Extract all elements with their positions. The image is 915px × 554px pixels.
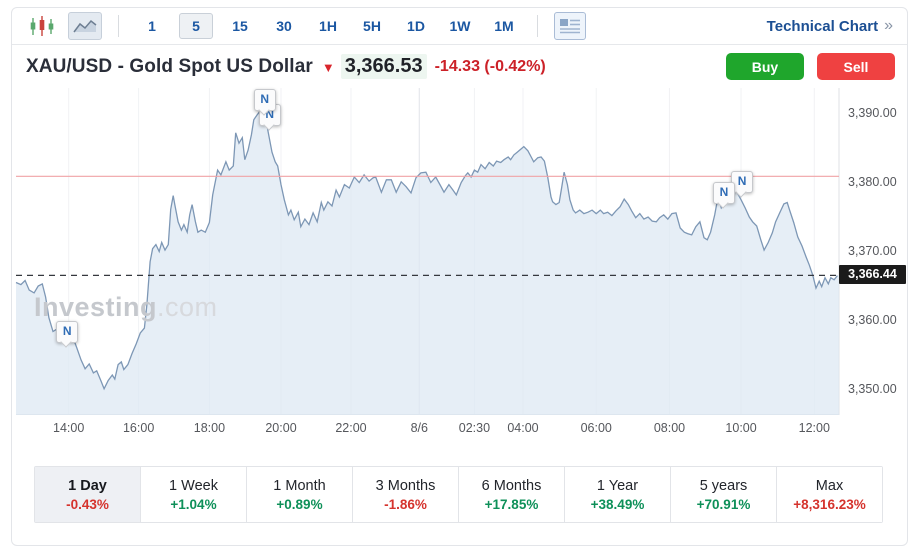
toolbar-divider — [118, 15, 119, 37]
interval-30[interactable]: 30 — [276, 18, 292, 34]
x-axis-label: 16:00 — [122, 421, 155, 435]
area-chart-plot[interactable] — [12, 88, 907, 415]
double-chevron-right-icon: » — [884, 17, 893, 34]
period-tab-6-months[interactable]: 6 Months +17.85% — [458, 467, 564, 522]
x-axis-label: 10:00 — [725, 421, 757, 435]
interval-1h[interactable]: 1H — [319, 18, 337, 34]
x-axis-label: 8/6 — [410, 421, 428, 435]
x-axis-label: 20:00 — [265, 421, 297, 435]
period-tab-5-years[interactable]: 5 years +70.91% — [670, 467, 776, 522]
period-tab-max[interactable]: Max +8,316.23% — [776, 467, 882, 522]
sell-button[interactable]: Sell — [817, 53, 895, 80]
period-tabs: 1 Day -0.43% 1 Week +1.04% 1 Month +0.89… — [34, 466, 883, 523]
buy-button[interactable]: Buy — [726, 53, 804, 80]
last-price: 3,366.53 — [340, 54, 427, 79]
period-tab-1-year[interactable]: 1 Year +38.49% — [564, 467, 670, 522]
technical-chart-label: Technical Chart — [766, 17, 879, 35]
interval-5h[interactable]: 5H — [363, 18, 381, 34]
period-tab-3-months[interactable]: 3 Months -1.86% — [352, 467, 458, 522]
news-marker[interactable]: N — [712, 182, 735, 205]
x-axis-label: 06:00 — [580, 421, 612, 435]
candlestick-chart-icon[interactable] — [26, 13, 58, 39]
x-axis-label: 12:00 — [798, 421, 830, 435]
area-chart-icon[interactable] — [68, 12, 102, 40]
last-price-axis-badge: 3,366.44 — [839, 265, 906, 285]
x-axis-label: 02:30 — [458, 421, 491, 435]
y-axis-label: 3,390.00 — [848, 105, 897, 120]
x-axis-label: 04:00 — [507, 421, 539, 435]
price-change: -14.33 (-0.42%) — [434, 57, 546, 75]
interval-1[interactable]: 1 — [148, 18, 156, 34]
chart-widget: 1 5 15 30 1H 5H 1D 1W 1M Technical Chart — [11, 7, 908, 546]
price-chart[interactable]: Investing.com 3,366.44 3,390.00 3,380.00 3… — [12, 88, 907, 415]
x-axis-label: 08:00 — [653, 421, 686, 435]
period-tab-1-week[interactable]: 1 Week +1.04% — [140, 467, 246, 522]
technical-chart-link[interactable]: Technical Chart » — [767, 17, 893, 35]
y-axis-label: 3,350.00 — [848, 381, 897, 396]
y-axis-label: 3,370.00 — [848, 243, 897, 258]
price-down-arrow-icon: ▼ — [321, 60, 335, 75]
x-axis-label: 18:00 — [193, 421, 226, 435]
toolbar-divider — [537, 15, 538, 37]
interval-1w[interactable]: 1W — [449, 18, 471, 34]
period-tab-1-month[interactable]: 1 Month +0.89% — [246, 467, 352, 522]
x-axis: 14:00 16:00 18:00 20:00 22:00 8/6 02:30 04:00 06… — [12, 415, 907, 442]
instrument-header: XAU/USD - Gold Spot US Dollar ▼ 3,366.53… — [12, 45, 907, 88]
chart-toolbar: 1 5 15 30 1H 5H 1D 1W 1M Technical Chart — [12, 8, 907, 45]
x-axis-label: 14:00 — [53, 421, 85, 435]
news-panel-icon[interactable] — [554, 12, 586, 40]
interval-1d[interactable]: 1D — [407, 18, 425, 34]
interval-1m[interactable]: 1M — [494, 18, 514, 34]
instrument-title: XAU/USD - Gold Spot US Dollar — [26, 55, 313, 77]
news-marker[interactable]: N — [56, 320, 79, 343]
y-axis-label: 3,380.00 — [848, 174, 897, 189]
x-axis-label: 22:00 — [335, 421, 367, 435]
y-axis-label: 3,360.00 — [848, 312, 897, 327]
interval-15[interactable]: 15 — [232, 18, 248, 34]
interval-5[interactable]: 5 — [179, 13, 213, 39]
news-marker[interactable]: N — [253, 89, 276, 112]
period-tab-1-day[interactable]: 1 Day -0.43% — [35, 467, 140, 522]
